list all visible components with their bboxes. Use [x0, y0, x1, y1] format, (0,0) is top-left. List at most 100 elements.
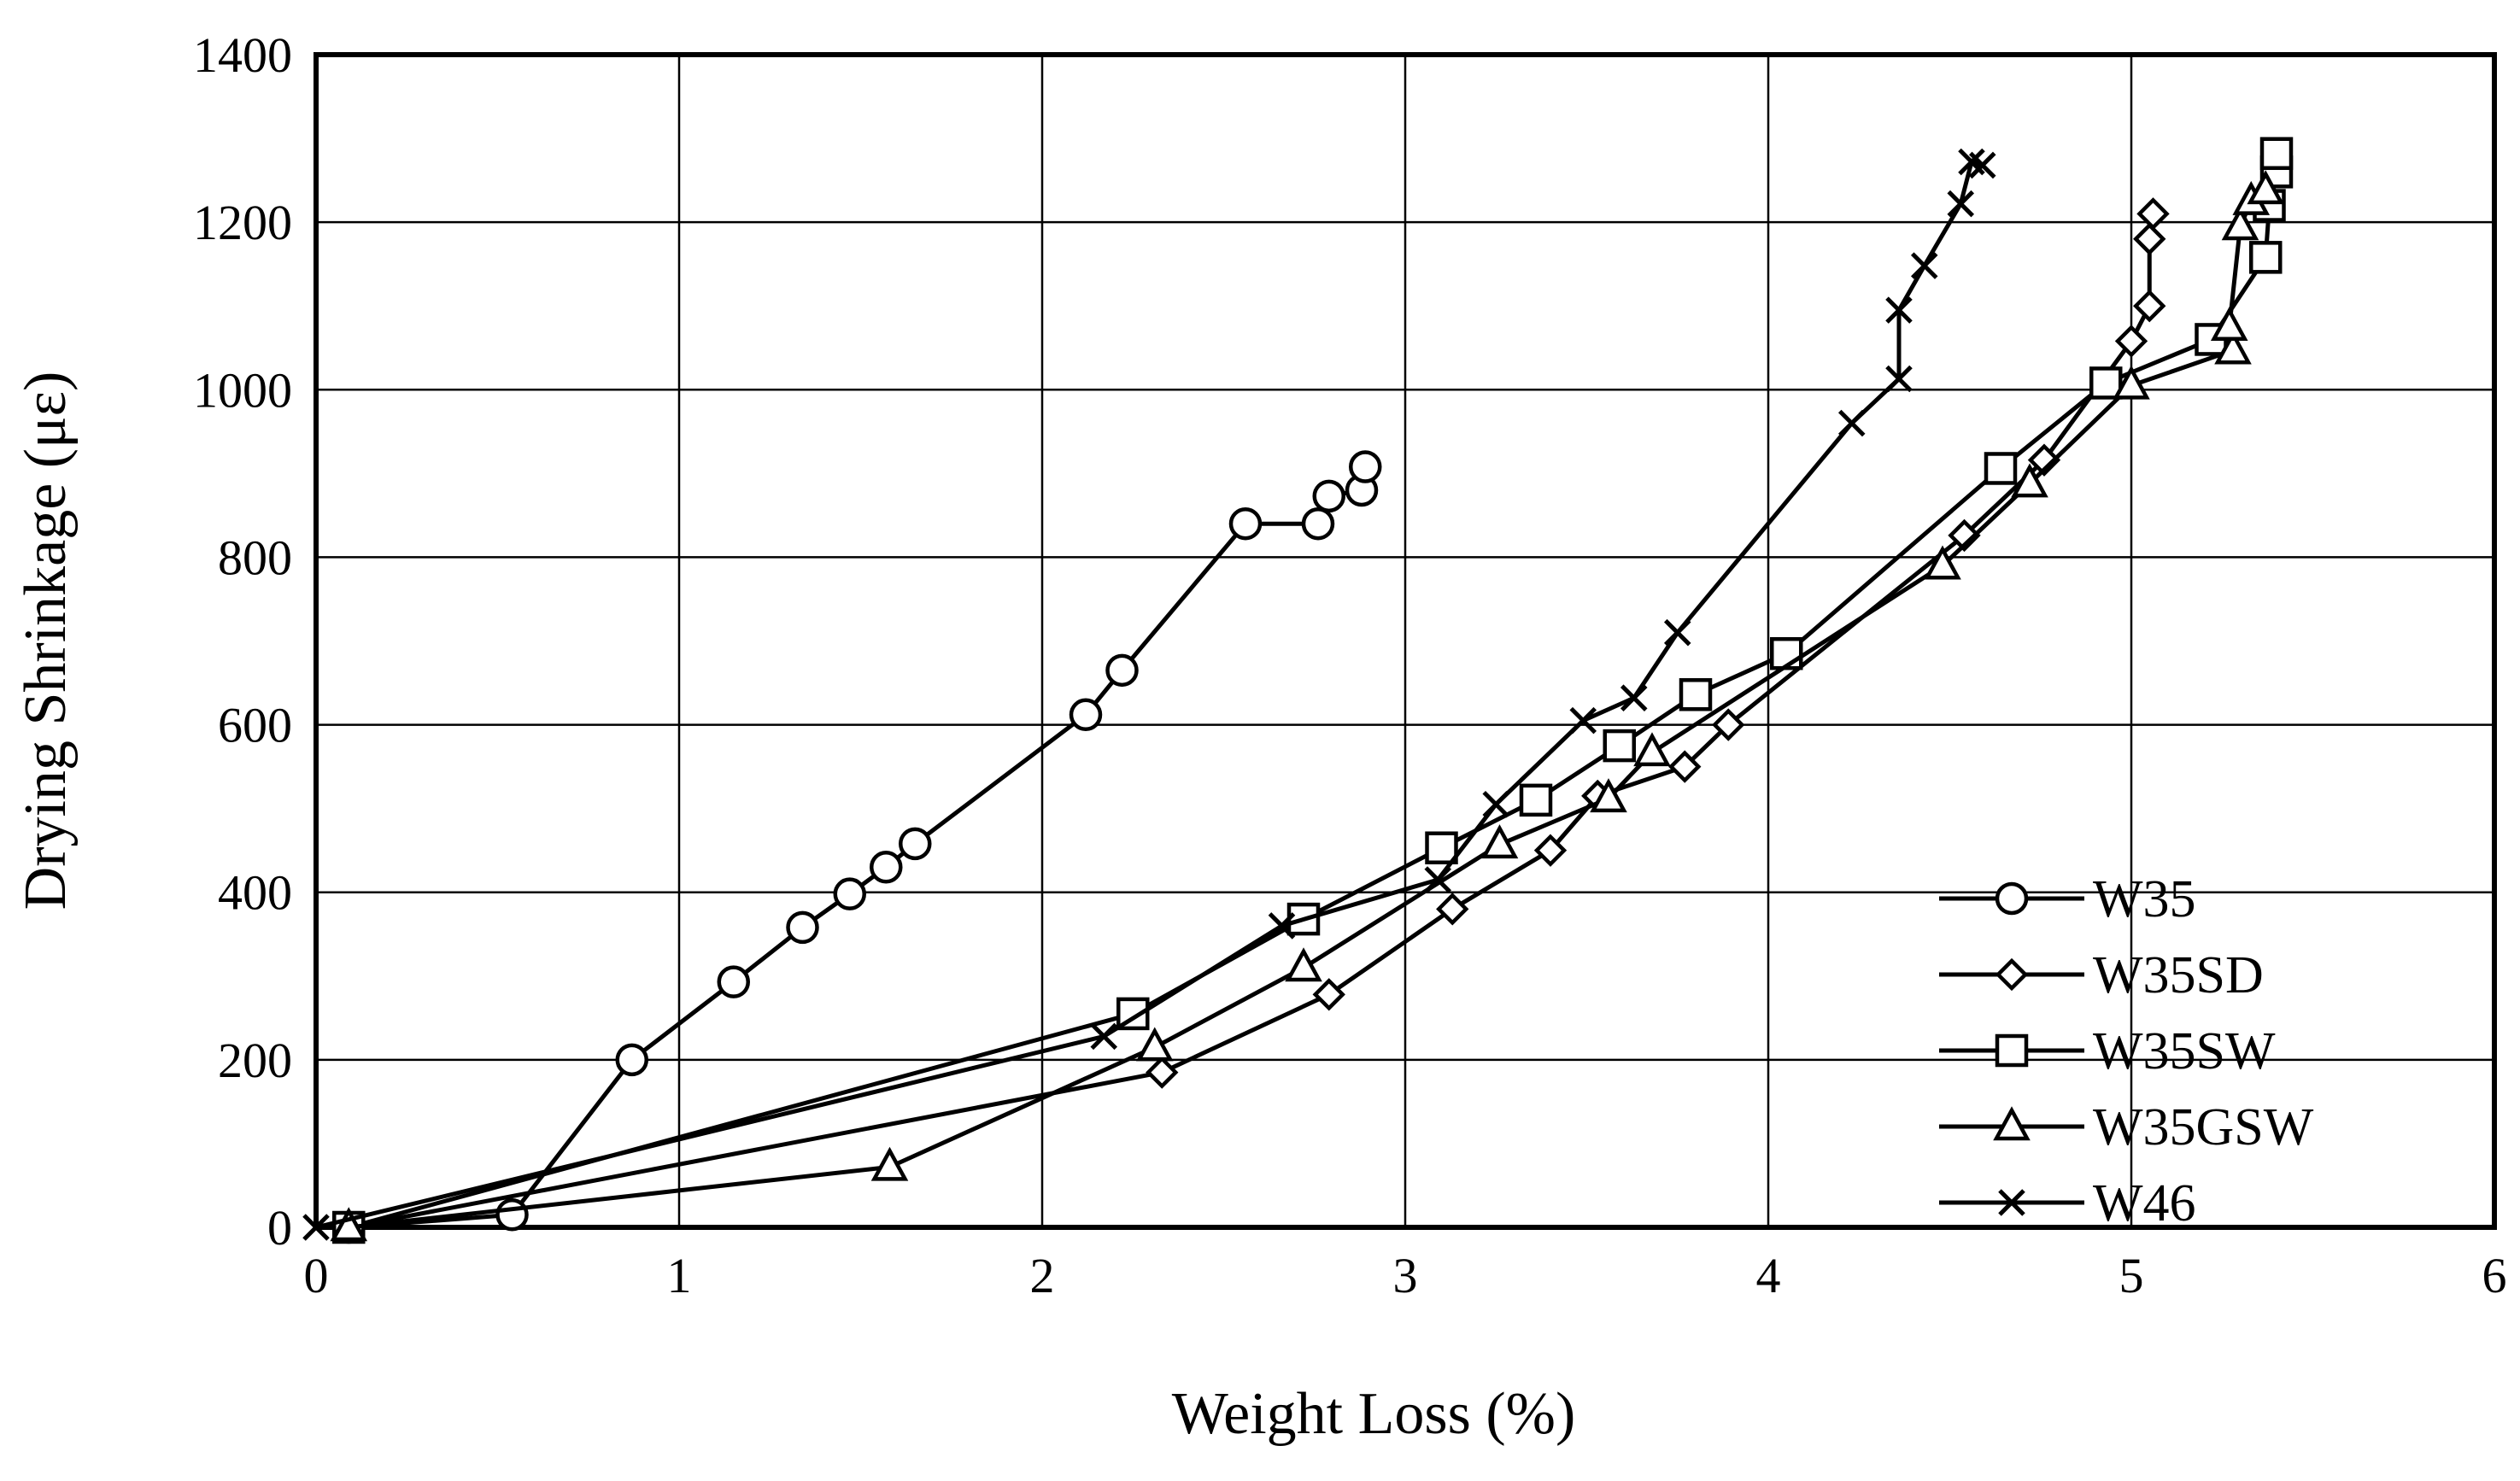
series-W35GSW	[330, 170, 2285, 1242]
data-point-W35SW	[1425, 831, 1458, 864]
data-point-W35SD	[2114, 325, 2148, 358]
data-point-W35GSW	[2247, 170, 2285, 205]
legend-marker-diamond	[1995, 957, 2029, 992]
data-point-W35SD	[2133, 290, 2166, 323]
data-point-W35SD	[1712, 708, 1745, 741]
legend-label: W35SW	[2093, 1022, 2276, 1080]
data-point-W35SW	[2249, 241, 2283, 274]
data-point-W46	[1663, 618, 1691, 647]
data-point-W46	[1968, 151, 1996, 179]
data-point-W35	[495, 1198, 529, 1232]
legend-label: W35	[2093, 870, 2196, 928]
data-point-W35SW	[1679, 678, 1713, 711]
legend-item-W46: W46	[1939, 1174, 2196, 1232]
data-point-W35SD	[1312, 978, 1345, 1011]
data-point-W35GSW	[1590, 778, 1627, 813]
series-W35	[332, 450, 1382, 1244]
data-point-W35	[899, 827, 932, 861]
data-point-W35SD	[2027, 443, 2061, 477]
y-tick-label: 200	[218, 1033, 292, 1088]
x-axis-tick-labels: 0 1 2 3 4 5 6	[304, 1248, 2507, 1303]
data-point-W35GSW	[2221, 206, 2259, 241]
x-tick-label: 4	[1756, 1248, 1781, 1303]
x-tick-label: 6	[2482, 1248, 2507, 1303]
legend-item-W35GSW: W35GSW	[1939, 1098, 2314, 1156]
legend-marker-square	[1995, 1033, 2029, 1068]
data-point-W35GSW	[2011, 463, 2048, 498]
data-point-W35SD	[1533, 834, 1568, 867]
data-point-W35GSW	[2214, 330, 2252, 365]
data-point-W35	[1228, 506, 1263, 541]
data-point-W35SD	[1948, 518, 1981, 553]
data-point-W46	[1947, 190, 1975, 218]
data-point-W35SW	[1519, 783, 1553, 817]
series-layer	[302, 137, 2294, 1244]
data-point-W35GSW	[1285, 947, 1322, 982]
x-tick-label: 2	[1030, 1248, 1055, 1303]
data-point-W35SW	[2259, 137, 2294, 170]
data-point-W35SD	[1146, 1056, 1179, 1089]
data-point-W35	[786, 910, 819, 945]
data-point-W46	[1268, 912, 1296, 940]
data-point-W35GSW	[1633, 732, 1671, 767]
data-point-W35GSW	[330, 1207, 368, 1242]
y-tick-label: 1200	[193, 195, 292, 250]
legend-marker-circle	[1995, 881, 2029, 916]
y-tick-label: 0	[267, 1200, 292, 1256]
legend-item-W35: W35	[1939, 870, 2196, 928]
series-line-W46	[315, 160, 1984, 1230]
data-point-W35	[717, 965, 750, 998]
y-tick-label: 400	[218, 865, 292, 921]
legend-item-W35SD: W35SD	[1939, 946, 2264, 1004]
y-tick-label: 800	[218, 530, 292, 585]
data-point-W46	[1569, 706, 1597, 735]
legend: W35 W35SD W35SW W35GSW W46	[1939, 870, 2314, 1232]
data-point-W35SW	[2089, 366, 2123, 400]
data-point-W35	[1349, 450, 1382, 483]
data-point-W46	[1885, 365, 1913, 393]
x-tick-label: 3	[1393, 1248, 1418, 1303]
data-point-W35SW	[1603, 729, 1636, 763]
data-point-W35SD	[2133, 222, 2166, 255]
y-axis-tick-labels: 0 200 400 600 800 1000 1200 1400	[193, 27, 292, 1256]
plot-area-frame	[314, 52, 2497, 1230]
data-point-W35	[1069, 698, 1103, 732]
legend-marker-cross	[1998, 1189, 2025, 1216]
legend-marker-triangle	[1993, 1106, 2031, 1141]
data-point-W35SW	[1984, 452, 2018, 485]
data-point-W46	[1620, 684, 1648, 711]
x-tick-label: 0	[304, 1248, 329, 1303]
data-point-W35GSW	[2113, 365, 2150, 400]
y-tick-label: 600	[218, 698, 292, 753]
data-point-W46	[302, 1214, 330, 1241]
series-W46	[302, 148, 1996, 1241]
x-tick-label: 5	[2119, 1248, 2144, 1303]
data-point-W35GSW	[1480, 824, 1519, 859]
data-point-W35GSW	[2210, 307, 2248, 341]
series-W35SD	[332, 197, 2170, 1244]
data-point-W46	[1090, 1022, 1118, 1051]
data-point-W46	[1885, 296, 1913, 324]
data-point-W35	[1301, 506, 1335, 541]
data-point-W46	[1424, 866, 1452, 893]
data-point-W35	[833, 877, 866, 910]
data-point-W35	[615, 1043, 648, 1077]
data-point-W35SD	[1668, 750, 1702, 783]
data-point-W35	[1105, 653, 1139, 688]
data-point-W35	[1312, 479, 1345, 513]
series-W35SW	[332, 137, 2294, 1244]
y-tick-label: 1400	[193, 27, 292, 83]
series-line-W35	[349, 466, 1368, 1230]
legend-label: W35GSW	[2093, 1098, 2314, 1156]
legend-label: W35SD	[2093, 946, 2264, 1004]
y-tick-label: 1000	[193, 362, 292, 418]
data-point-W35SD	[2136, 197, 2170, 231]
data-point-W46	[1837, 409, 1866, 437]
y-axis-title: Drying Shrinkage (με)	[13, 372, 79, 910]
x-tick-label: 1	[667, 1248, 692, 1303]
data-point-W46	[1910, 252, 1938, 279]
data-point-W35SD	[1436, 893, 1469, 926]
data-point-W46	[1482, 790, 1510, 818]
data-point-W35GSW	[1924, 545, 1961, 580]
